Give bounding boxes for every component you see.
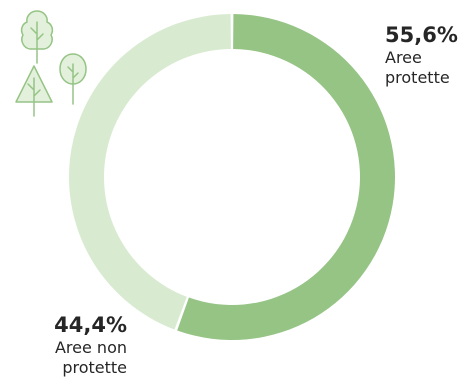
donut-slice-protected <box>177 14 396 341</box>
percent-protected: 55,6% <box>385 23 458 47</box>
label-unprotected: 44,4% Aree non protette <box>54 312 127 378</box>
donut-slice-unprotected <box>68 14 231 330</box>
trees-icon <box>15 10 87 117</box>
label-protected: 55,6% Aree protette <box>385 22 458 88</box>
label-protected-line1: Aree <box>385 48 422 68</box>
percent-unprotected: 44,4% <box>54 313 127 337</box>
label-protected-line2: protette <box>385 68 450 88</box>
label-unprotected-line2: protette <box>62 358 127 378</box>
label-unprotected-line1: Aree non <box>54 338 127 358</box>
